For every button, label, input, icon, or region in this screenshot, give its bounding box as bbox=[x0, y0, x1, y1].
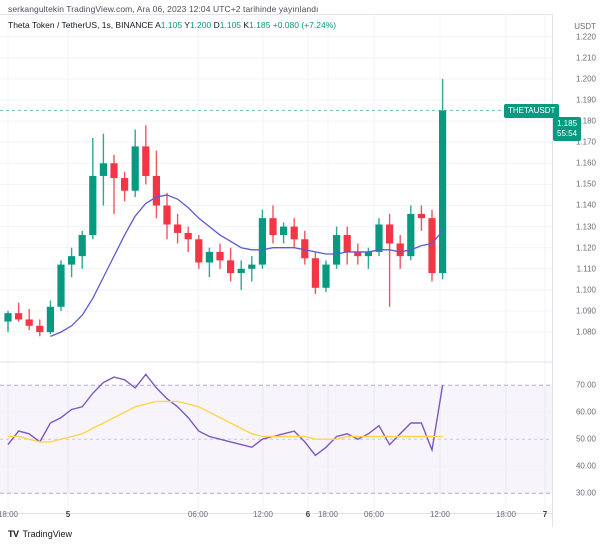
current-price-badge: 1.185 55:54 bbox=[553, 116, 582, 141]
rsi-tick: 60.00 bbox=[575, 407, 596, 417]
publish-caption: serkangultekin TradingView.com, Ara 06, … bbox=[8, 4, 319, 14]
price-tick: 1.200 bbox=[575, 74, 596, 84]
legend-low-value: 1.105 bbox=[219, 20, 242, 30]
price-tick: 1.090 bbox=[575, 306, 596, 316]
chart-plot-area[interactable] bbox=[0, 14, 552, 514]
legend-low-label: D bbox=[213, 20, 220, 30]
legend-high-value: 1.200 bbox=[189, 20, 212, 30]
tradingview-footer: TV TradingView bbox=[8, 529, 72, 539]
price-axis[interactable]: USDT 1.220 1.210 1.200 1.190 1.180 1.170 1.160… bbox=[552, 14, 600, 514]
price-tick: 1.180 bbox=[575, 116, 596, 126]
time-tick: 18:00 bbox=[0, 510, 19, 519]
time-tick: 12:00 bbox=[429, 510, 451, 519]
price-tick: 1.080 bbox=[575, 327, 596, 337]
rsi-tick: 70.00 bbox=[575, 380, 596, 390]
rsi-tick: 30.00 bbox=[575, 488, 596, 498]
rsi-tick: 50.00 bbox=[575, 434, 596, 444]
price-tick: 1.160 bbox=[575, 158, 596, 168]
price-tick: 1.190 bbox=[575, 95, 596, 105]
legend-high-label: Y bbox=[184, 20, 190, 30]
time-tick: 06:00 bbox=[187, 510, 209, 519]
time-tick: 7 bbox=[542, 510, 548, 519]
tradingview-logo-icon: TV bbox=[8, 529, 19, 539]
legend-close-value: 1.185 bbox=[249, 20, 271, 30]
time-tick: 5 bbox=[65, 510, 71, 519]
legend-open-value: 1.105 bbox=[160, 20, 183, 30]
chart-legend: Theta Token / TetherUS, 1s, BINANCE A1.1… bbox=[8, 20, 336, 30]
price-tick: 1.130 bbox=[575, 222, 596, 232]
axis-corner bbox=[552, 505, 600, 527]
time-tick: 06:00 bbox=[363, 510, 385, 519]
legend-close-label: K bbox=[243, 20, 250, 30]
chart-svg[interactable] bbox=[0, 14, 552, 514]
current-price-value: 1.185 bbox=[557, 118, 578, 128]
chart-frame bbox=[0, 14, 600, 514]
time-tick: 12:00 bbox=[252, 510, 274, 519]
legend-change: +0.080 bbox=[272, 20, 299, 30]
price-badge-symbol: THETAUSDT bbox=[504, 103, 560, 118]
time-tick: 18:00 bbox=[317, 510, 339, 519]
rsi-tick: 40.00 bbox=[575, 461, 596, 471]
price-tick: 1.100 bbox=[575, 285, 596, 295]
price-tick: 1.110 bbox=[576, 264, 596, 274]
price-tick: 1.150 bbox=[575, 179, 596, 189]
time-tick: 18:00 bbox=[495, 510, 517, 519]
tradingview-wordmark: TradingView bbox=[22, 529, 73, 539]
bar-countdown: 55:54 bbox=[557, 128, 578, 138]
legend-symbol[interactable]: Theta Token / TetherUS, 1s, BINANCE bbox=[8, 20, 154, 30]
price-tick: 1.120 bbox=[575, 243, 596, 253]
price-tick: 1.210 bbox=[575, 53, 596, 63]
time-axis[interactable]: 18:00 5 06:00 12:00 18:00 6 06:00 12:00 18:00 7 bbox=[0, 505, 552, 527]
price-tick: 1.220 bbox=[575, 32, 596, 42]
time-tick: 6 bbox=[305, 510, 311, 519]
price-axis-unit: USDT bbox=[574, 22, 596, 31]
price-tick: 1.170 bbox=[575, 137, 596, 147]
legend-change-percent: (+7.24%) bbox=[301, 20, 337, 30]
price-tick: 1.140 bbox=[575, 200, 596, 210]
legend-open-label: A bbox=[155, 20, 161, 30]
